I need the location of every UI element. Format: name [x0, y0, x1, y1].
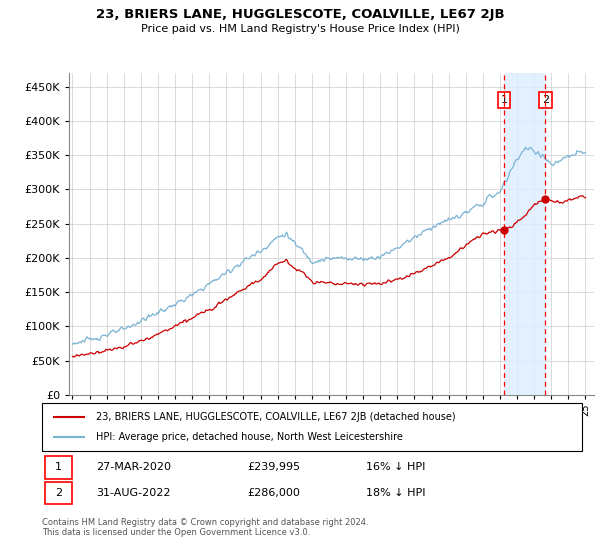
Text: HPI: Average price, detached house, North West Leicestershire: HPI: Average price, detached house, Nort… — [96, 432, 403, 442]
Text: Contains HM Land Registry data © Crown copyright and database right 2024.
This d: Contains HM Land Registry data © Crown c… — [42, 518, 368, 538]
Text: 31-AUG-2022: 31-AUG-2022 — [96, 488, 170, 498]
Text: 1: 1 — [500, 95, 508, 105]
FancyBboxPatch shape — [45, 482, 72, 504]
Text: 27-MAR-2020: 27-MAR-2020 — [96, 463, 171, 473]
Bar — [504, 73, 545, 395]
Text: 2: 2 — [542, 95, 549, 105]
Text: Price paid vs. HM Land Registry's House Price Index (HPI): Price paid vs. HM Land Registry's House … — [140, 24, 460, 34]
Text: 23, BRIERS LANE, HUGGLESCOTE, COALVILLE, LE67 2JB: 23, BRIERS LANE, HUGGLESCOTE, COALVILLE,… — [95, 8, 505, 21]
Text: 16% ↓ HPI: 16% ↓ HPI — [366, 463, 425, 473]
FancyBboxPatch shape — [45, 456, 72, 479]
Text: 23, BRIERS LANE, HUGGLESCOTE, COALVILLE, LE67 2JB (detached house): 23, BRIERS LANE, HUGGLESCOTE, COALVILLE,… — [96, 412, 455, 422]
Text: 1: 1 — [55, 463, 62, 473]
Text: £286,000: £286,000 — [247, 488, 300, 498]
Text: 18% ↓ HPI: 18% ↓ HPI — [366, 488, 425, 498]
Text: £239,995: £239,995 — [247, 463, 301, 473]
Text: 2: 2 — [55, 488, 62, 498]
